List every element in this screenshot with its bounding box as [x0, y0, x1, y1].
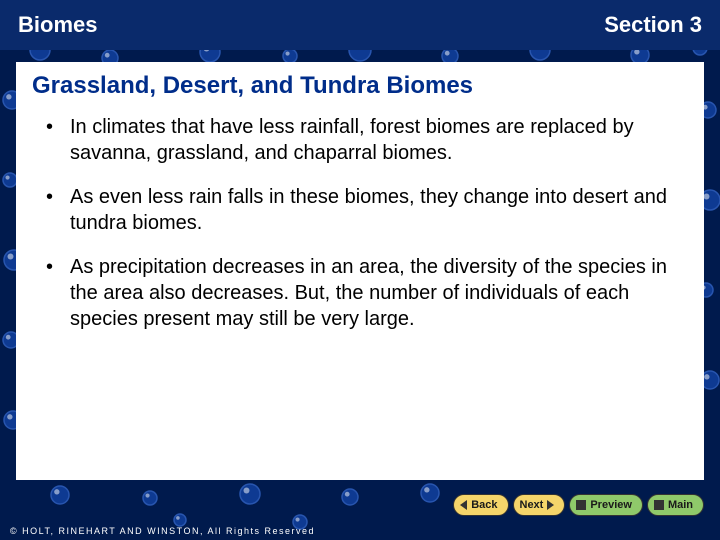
triangle-left-icon — [460, 500, 467, 510]
triangle-right-icon — [547, 500, 554, 510]
nav-bar: Back Next Preview Main — [453, 494, 704, 516]
slide-heading: Grassland, Desert, and Tundra Biomes — [32, 72, 688, 100]
copyright-text: © HOLT, RINEHART AND WINSTON, All Rights… — [10, 526, 315, 536]
slide: Biomes Section 3 Grassland, Desert, and … — [0, 0, 720, 540]
square-icon — [654, 500, 664, 510]
content-box: Grassland, Desert, and Tundra Biomes In … — [16, 62, 704, 480]
bullet-item: As even less rain falls in these biomes,… — [46, 184, 688, 236]
top-bar: Biomes Section 3 — [0, 0, 720, 50]
next-label: Next — [520, 499, 544, 511]
main-label: Main — [668, 499, 693, 511]
main-button[interactable]: Main — [647, 494, 704, 516]
bullet-item: In climates that have less rainfall, for… — [46, 114, 688, 166]
square-icon — [576, 500, 586, 510]
topbar-title-right: Section 3 — [604, 12, 702, 38]
next-button[interactable]: Next — [513, 494, 566, 516]
back-label: Back — [471, 499, 497, 511]
back-button[interactable]: Back — [453, 494, 508, 516]
bullet-list: In climates that have less rainfall, for… — [32, 114, 688, 332]
bullet-item: As precipitation decreases in an area, t… — [46, 254, 688, 332]
topbar-title-left: Biomes — [18, 12, 97, 38]
preview-button[interactable]: Preview — [569, 494, 643, 516]
preview-label: Preview — [590, 499, 632, 511]
